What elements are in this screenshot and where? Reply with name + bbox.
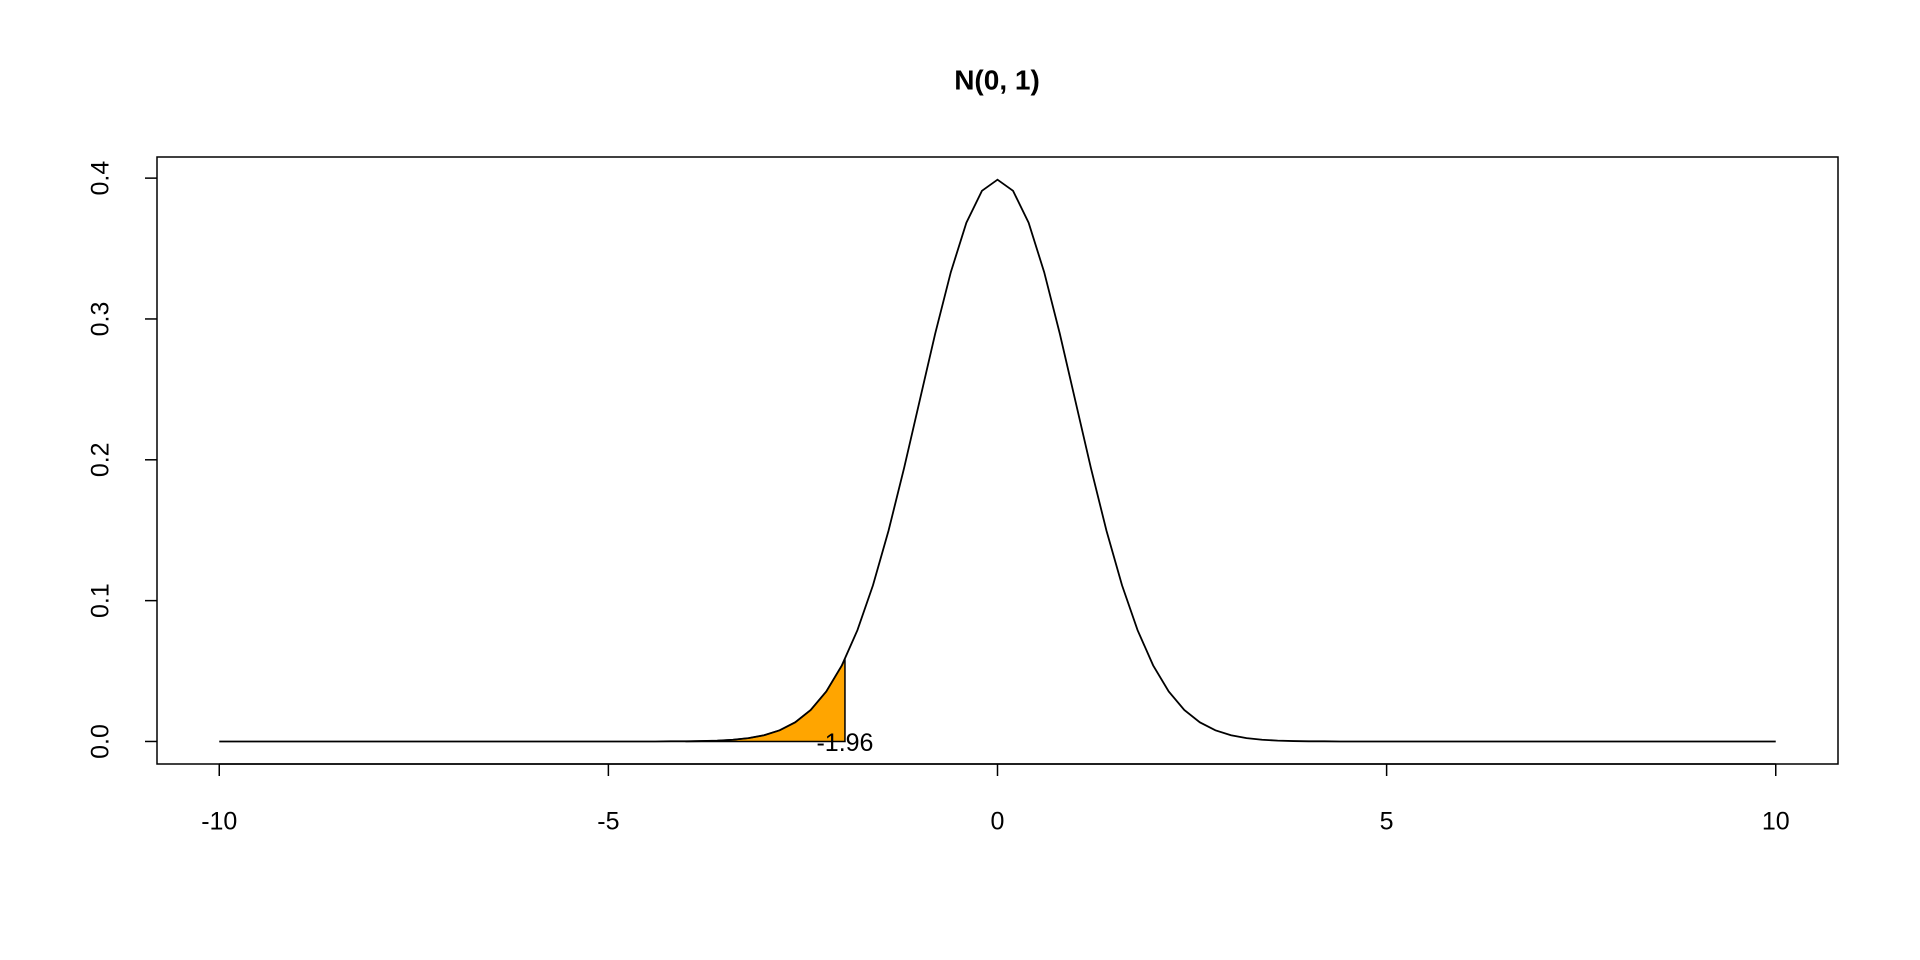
y-tick-label: 0.1 xyxy=(87,583,115,618)
y-tick-label: 0.4 xyxy=(87,161,115,196)
plot-box xyxy=(156,156,1839,765)
annotation: -1.96 xyxy=(816,729,873,757)
y-tick-label: 0.0 xyxy=(87,724,115,759)
x-tick-label: 10 xyxy=(1762,808,1790,836)
x-tick-label: 0 xyxy=(991,808,1005,836)
y-tick-label: 0.2 xyxy=(87,442,115,477)
density-line xyxy=(219,178,1776,743)
x-tick-label: -5 xyxy=(597,808,619,836)
y-tick-label: 0.3 xyxy=(87,302,115,337)
chart-title: N(0, 1) xyxy=(954,64,1040,95)
x-tick-label: 5 xyxy=(1380,808,1394,836)
x-tick-label: -10 xyxy=(201,808,237,836)
